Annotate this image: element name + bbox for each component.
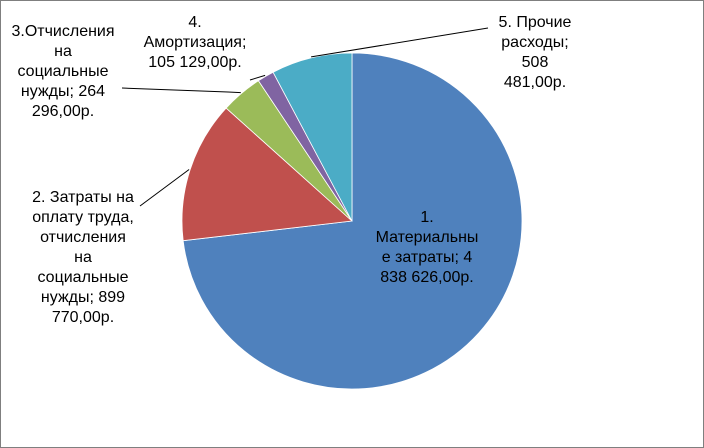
data-label-depreciation: 4. Амортизация; 105 129,00р. xyxy=(143,14,247,71)
pie-slice-5 xyxy=(272,52,353,222)
leader-line-4 xyxy=(249,74,266,81)
data-label-social: 3.Отчисления на социальные нужды; 264 29… xyxy=(11,23,115,120)
pie-slice-2 xyxy=(181,107,353,242)
leader-line-3 xyxy=(121,87,241,94)
leader-line-5 xyxy=(311,27,489,58)
data-label-materials: 1. Материальны е затраты; 4 838 626,00р. xyxy=(375,209,479,286)
leader-line-2 xyxy=(139,169,190,207)
data-label-other: 5. Прочие расходы; 508 481,00р. xyxy=(498,14,572,91)
data-label-labor: 2. Затраты на оплату труда, отчисления н… xyxy=(32,189,134,326)
